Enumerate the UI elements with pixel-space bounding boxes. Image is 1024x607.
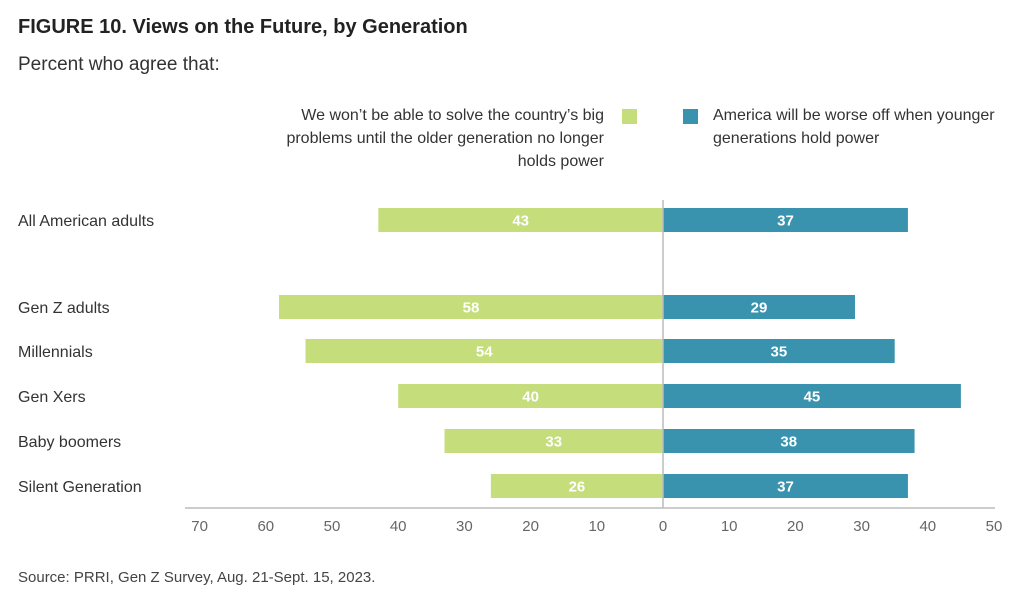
tick-label-left: 60 <box>257 518 274 535</box>
category-label: Millennials <box>18 344 93 361</box>
data-label-right: 35 <box>771 344 788 361</box>
tick-label-right: 50 <box>986 518 1003 535</box>
data-label-left: 26 <box>569 479 586 496</box>
data-label-left: 33 <box>545 434 562 451</box>
legend-right-swatch <box>683 109 698 124</box>
category-label: All American adults <box>18 213 154 230</box>
tick-label-right: 0 <box>659 518 667 535</box>
bar-left <box>398 384 663 408</box>
bar-left <box>305 339 663 363</box>
category-label: Gen Z adults <box>18 300 110 317</box>
bar-right <box>663 474 908 498</box>
tick-label-left: 40 <box>390 518 407 535</box>
bar-left <box>444 429 663 453</box>
bar-right <box>663 429 915 453</box>
data-label-right: 37 <box>777 479 794 496</box>
tick-label-right: 30 <box>853 518 870 535</box>
tick-label-left: 30 <box>456 518 473 535</box>
tick-label-right: 40 <box>919 518 936 535</box>
data-label-left: 43 <box>512 213 529 230</box>
category-label: Baby boomers <box>18 434 121 451</box>
legend-right-label: America will be worse off when younger g… <box>713 107 995 147</box>
chart-title: FIGURE 10. Views on the Future, by Gener… <box>18 16 468 38</box>
data-label-left: 40 <box>522 389 539 406</box>
bar-left <box>279 295 663 319</box>
bar-left <box>378 208 663 232</box>
data-label-right: 29 <box>751 300 768 317</box>
category-label: Gen Xers <box>18 389 86 406</box>
legend-left-swatch <box>622 109 637 124</box>
data-label-right: 37 <box>777 213 794 230</box>
legend-left-label: We won’t be able to solve the country’s … <box>286 107 604 170</box>
chart-subtitle: Percent who agree that: <box>18 54 220 75</box>
tick-label-left: 10 <box>588 518 605 535</box>
tick-label-left: 50 <box>324 518 341 535</box>
bar-left <box>490 474 663 498</box>
data-label-right: 45 <box>804 389 821 406</box>
bar-right <box>663 295 855 319</box>
tick-label-left: 20 <box>522 518 539 535</box>
data-label-left: 58 <box>463 300 480 317</box>
bar-right <box>663 339 895 363</box>
data-label-right: 38 <box>780 434 797 451</box>
source-note: Source: PRRI, Gen Z Survey, Aug. 21-Sept… <box>18 569 376 586</box>
tick-label-left: 70 <box>191 518 208 535</box>
tick-label-right: 10 <box>721 518 738 535</box>
category-label: Silent Generation <box>18 479 142 496</box>
data-label-left: 54 <box>476 344 493 361</box>
bar-right <box>663 208 908 232</box>
bar-right <box>663 384 961 408</box>
tick-label-right: 20 <box>787 518 804 535</box>
diverging-bar-chart: All American adults 43 37 Gen Z adults 58 29 M… <box>18 200 1003 535</box>
